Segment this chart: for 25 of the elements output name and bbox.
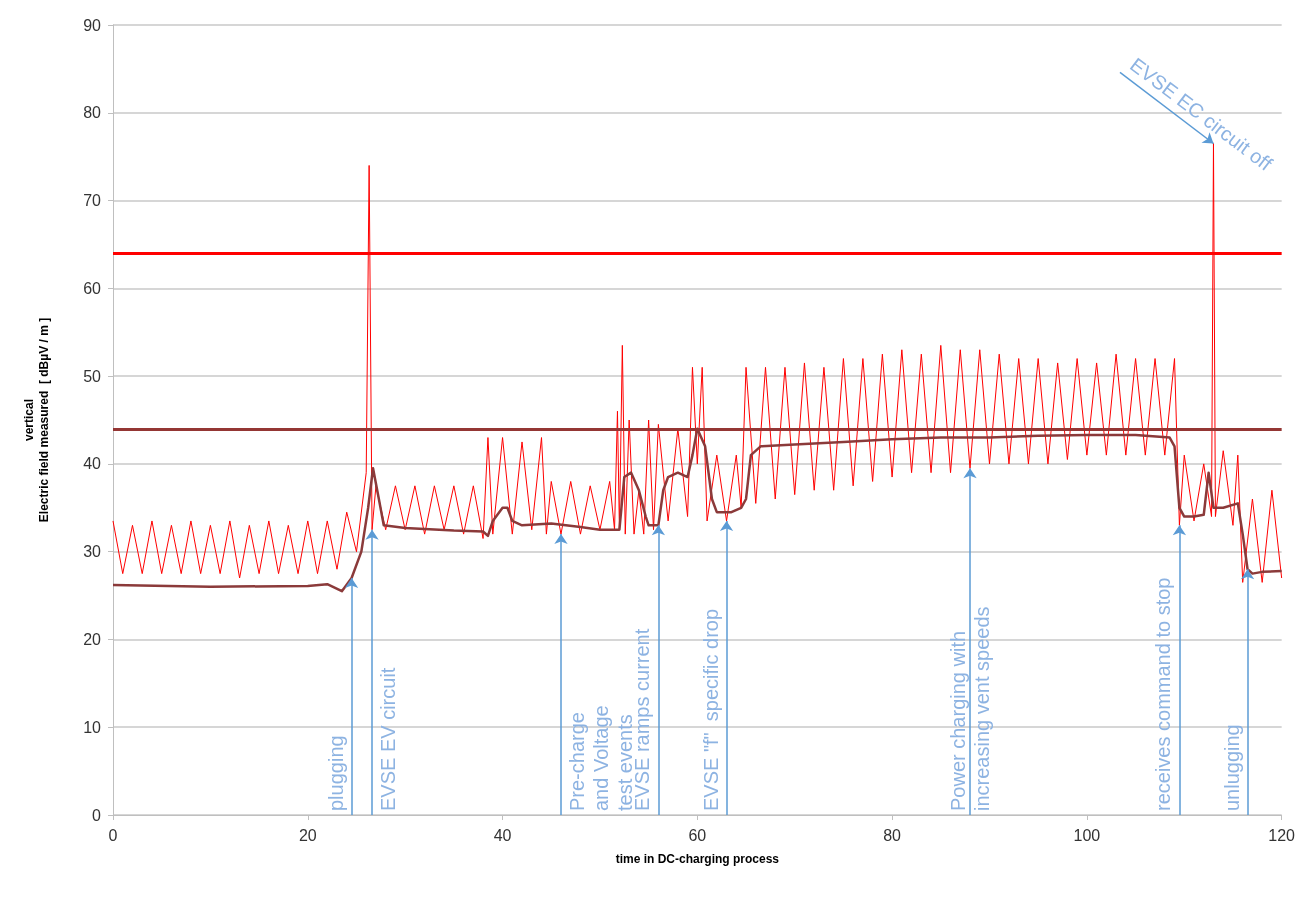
y-tick-label: 70	[83, 192, 102, 210]
x-tick-label: 40	[493, 826, 512, 844]
annotation: Power charging with increasing vent speeds	[947, 606, 994, 811]
y-tick-label: 90	[83, 16, 102, 34]
annotation: EVSE EV circuit	[377, 667, 400, 811]
y-tick-label: 10	[83, 718, 102, 736]
y-axis-title: vertical Electric field measured [ dBµV / m ]	[21, 317, 51, 523]
x-tick-label: 100	[1073, 826, 1101, 844]
y-tick-label: 30	[83, 543, 102, 561]
annotation: plugging	[324, 735, 347, 811]
x-tick-label: 20	[298, 826, 317, 844]
annotation: EVSE "f" specific drop	[699, 608, 722, 811]
y-tick-label: 0	[92, 806, 102, 824]
x-tick-label: 60	[688, 826, 707, 844]
annotation: unlugging	[1220, 724, 1243, 811]
x-tick-label: 80	[883, 826, 902, 844]
x-tick-label: 120	[1268, 826, 1296, 844]
annotation: receives command to stop	[1152, 577, 1175, 811]
y-tick-label: 60	[83, 279, 102, 297]
y-tick-label: 50	[83, 367, 102, 385]
x-axis-title: time in DC-charging process	[615, 852, 780, 866]
y-tick-label: 20	[83, 630, 102, 648]
y-tick-label: 40	[83, 455, 102, 473]
x-tick-label: 0	[108, 826, 118, 844]
y-tick-label: 80	[83, 104, 102, 122]
